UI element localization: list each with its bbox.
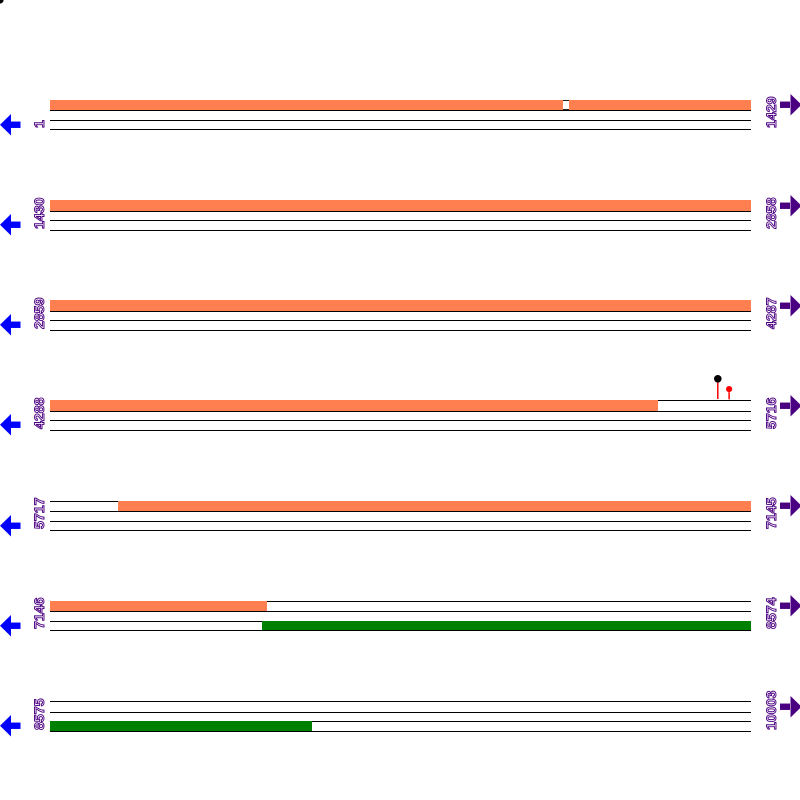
svg-text:8575: 8575 bbox=[32, 698, 48, 730]
svg-text:10003: 10003 bbox=[764, 690, 780, 730]
